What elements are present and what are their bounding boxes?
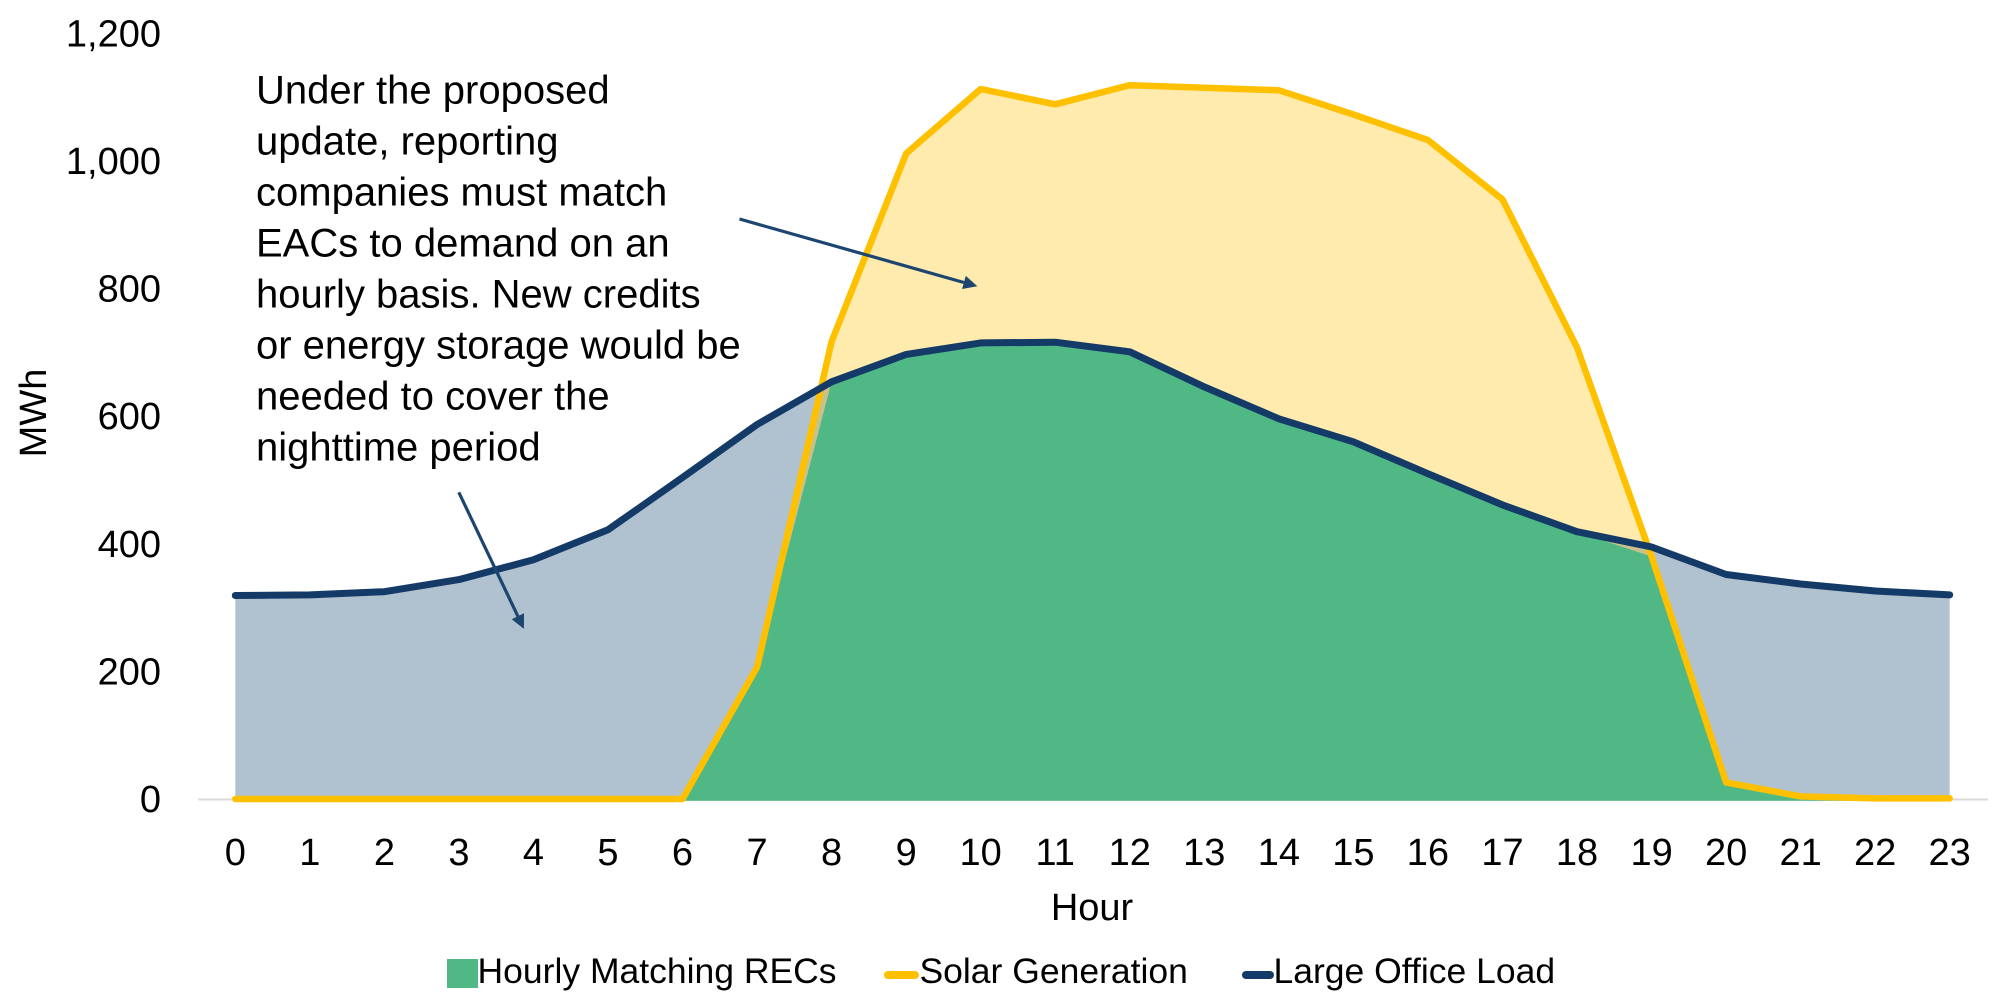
svg-text:2: 2 <box>374 832 395 874</box>
svg-text:needed to cover the: needed to cover the <box>256 375 610 419</box>
svg-text:22: 22 <box>1854 832 1896 874</box>
svg-text:12: 12 <box>1109 832 1151 874</box>
svg-text:200: 200 <box>98 651 161 693</box>
svg-text:8: 8 <box>821 832 842 874</box>
svg-text:Hourly Matching RECs: Hourly Matching RECs <box>478 951 837 991</box>
svg-text:EACs to demand on an: EACs to demand on an <box>256 222 670 266</box>
svg-text:hourly basis. New credits: hourly basis. New credits <box>256 273 701 317</box>
svg-text:600: 600 <box>98 396 161 438</box>
svg-text:1,000: 1,000 <box>66 141 161 183</box>
svg-text:800: 800 <box>98 269 161 311</box>
svg-text:or energy storage would be: or energy storage would be <box>256 324 741 368</box>
svg-text:17: 17 <box>1481 832 1523 874</box>
svg-text:15: 15 <box>1332 832 1374 874</box>
svg-text:18: 18 <box>1556 832 1598 874</box>
svg-text:400: 400 <box>98 524 161 566</box>
svg-text:5: 5 <box>597 832 618 874</box>
svg-text:Hour: Hour <box>1051 887 1134 929</box>
svg-text:9: 9 <box>896 832 917 874</box>
svg-text:0: 0 <box>225 832 246 874</box>
svg-text:1: 1 <box>299 832 320 874</box>
svg-text:20: 20 <box>1705 832 1747 874</box>
svg-text:21: 21 <box>1779 832 1821 874</box>
svg-text:11: 11 <box>1035 832 1074 874</box>
svg-text:3: 3 <box>448 832 469 874</box>
svg-text:10: 10 <box>960 832 1002 874</box>
svg-text:0: 0 <box>140 779 161 821</box>
svg-text:Solar Generation: Solar Generation <box>920 951 1188 991</box>
svg-text:6: 6 <box>672 832 693 874</box>
svg-text:Large Office Load: Large Office Load <box>1274 951 1556 991</box>
svg-text:1,200: 1,200 <box>66 14 161 56</box>
svg-text:companies must match: companies must match <box>256 171 667 215</box>
svg-text:update, reporting: update, reporting <box>256 120 558 164</box>
svg-text:19: 19 <box>1630 832 1672 874</box>
svg-text:13: 13 <box>1183 832 1225 874</box>
svg-text:23: 23 <box>1929 832 1971 874</box>
svg-text:Under the proposed: Under the proposed <box>256 69 610 113</box>
svg-text:4: 4 <box>523 832 544 874</box>
svg-text:MWh: MWh <box>13 369 55 458</box>
svg-text:14: 14 <box>1258 832 1300 874</box>
svg-text:7: 7 <box>747 832 768 874</box>
svg-text:16: 16 <box>1407 832 1449 874</box>
svg-text:nighttime period: nighttime period <box>256 426 541 470</box>
